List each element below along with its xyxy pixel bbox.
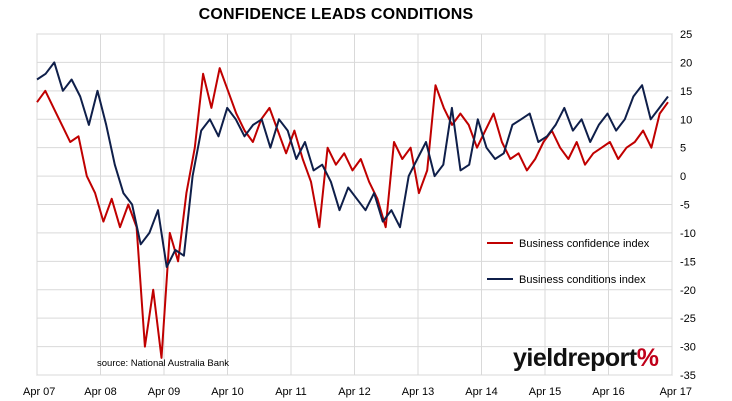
y-tick-label: -30 bbox=[680, 342, 696, 354]
y-tick-label: 20 bbox=[680, 57, 692, 69]
y-axis: 25 20 15 10 5 0 -5 -10 -15 -20 -25 -30 -35 bbox=[680, 29, 696, 382]
y-tick-label: -10 bbox=[680, 228, 696, 240]
logo-percent-icon: % bbox=[636, 344, 659, 372]
x-tick-label: Apr 17 bbox=[660, 386, 692, 398]
x-tick-label: Apr 14 bbox=[465, 386, 497, 398]
series-line-business-conditions bbox=[36, 61, 669, 268]
y-tick-label: 5 bbox=[680, 143, 686, 155]
source-note: source: National Australia Bank bbox=[97, 358, 229, 369]
y-tick-label: -25 bbox=[680, 313, 696, 325]
series-line-business-confidence bbox=[36, 67, 669, 359]
x-tick-label: Apr 07 bbox=[23, 386, 55, 398]
y-tick-label: 10 bbox=[680, 114, 692, 126]
x-tick-label: Apr 12 bbox=[338, 386, 370, 398]
y-tick-label: 15 bbox=[680, 86, 692, 98]
x-tick-label: Apr 08 bbox=[84, 386, 116, 398]
x-tick-label: Apr 11 bbox=[275, 386, 307, 398]
x-tick-label: Apr 10 bbox=[211, 386, 243, 398]
y-tick-label: -5 bbox=[680, 200, 690, 212]
legend-label: Business confidence index bbox=[519, 238, 650, 250]
x-tick-label: Apr 15 bbox=[529, 386, 561, 398]
grid-lines bbox=[36, 33, 673, 376]
chart-title: CONFIDENCE LEADS CONDITIONS bbox=[198, 6, 474, 23]
y-tick-label: -20 bbox=[680, 285, 696, 297]
x-tick-label: Apr 09 bbox=[148, 386, 180, 398]
legend: Business confidence index Business condit… bbox=[487, 238, 650, 286]
y-tick-label: 25 bbox=[680, 29, 692, 41]
x-tick-label: Apr 16 bbox=[592, 386, 624, 398]
series-lines bbox=[36, 61, 669, 359]
y-tick-label: 0 bbox=[680, 171, 686, 183]
legend-label: Business conditions index bbox=[519, 274, 646, 286]
logo-wordmark: yieldreport bbox=[513, 344, 637, 372]
y-tick-label: -35 bbox=[680, 370, 696, 382]
y-tick-label: -15 bbox=[680, 256, 696, 268]
x-tick-label: Apr 13 bbox=[402, 386, 434, 398]
x-axis: Apr 07 Apr 08 Apr 09 Apr 10 Apr 11 Apr 12 Apr … bbox=[23, 386, 692, 398]
yieldreport-logo: yieldreport% bbox=[513, 344, 659, 373]
